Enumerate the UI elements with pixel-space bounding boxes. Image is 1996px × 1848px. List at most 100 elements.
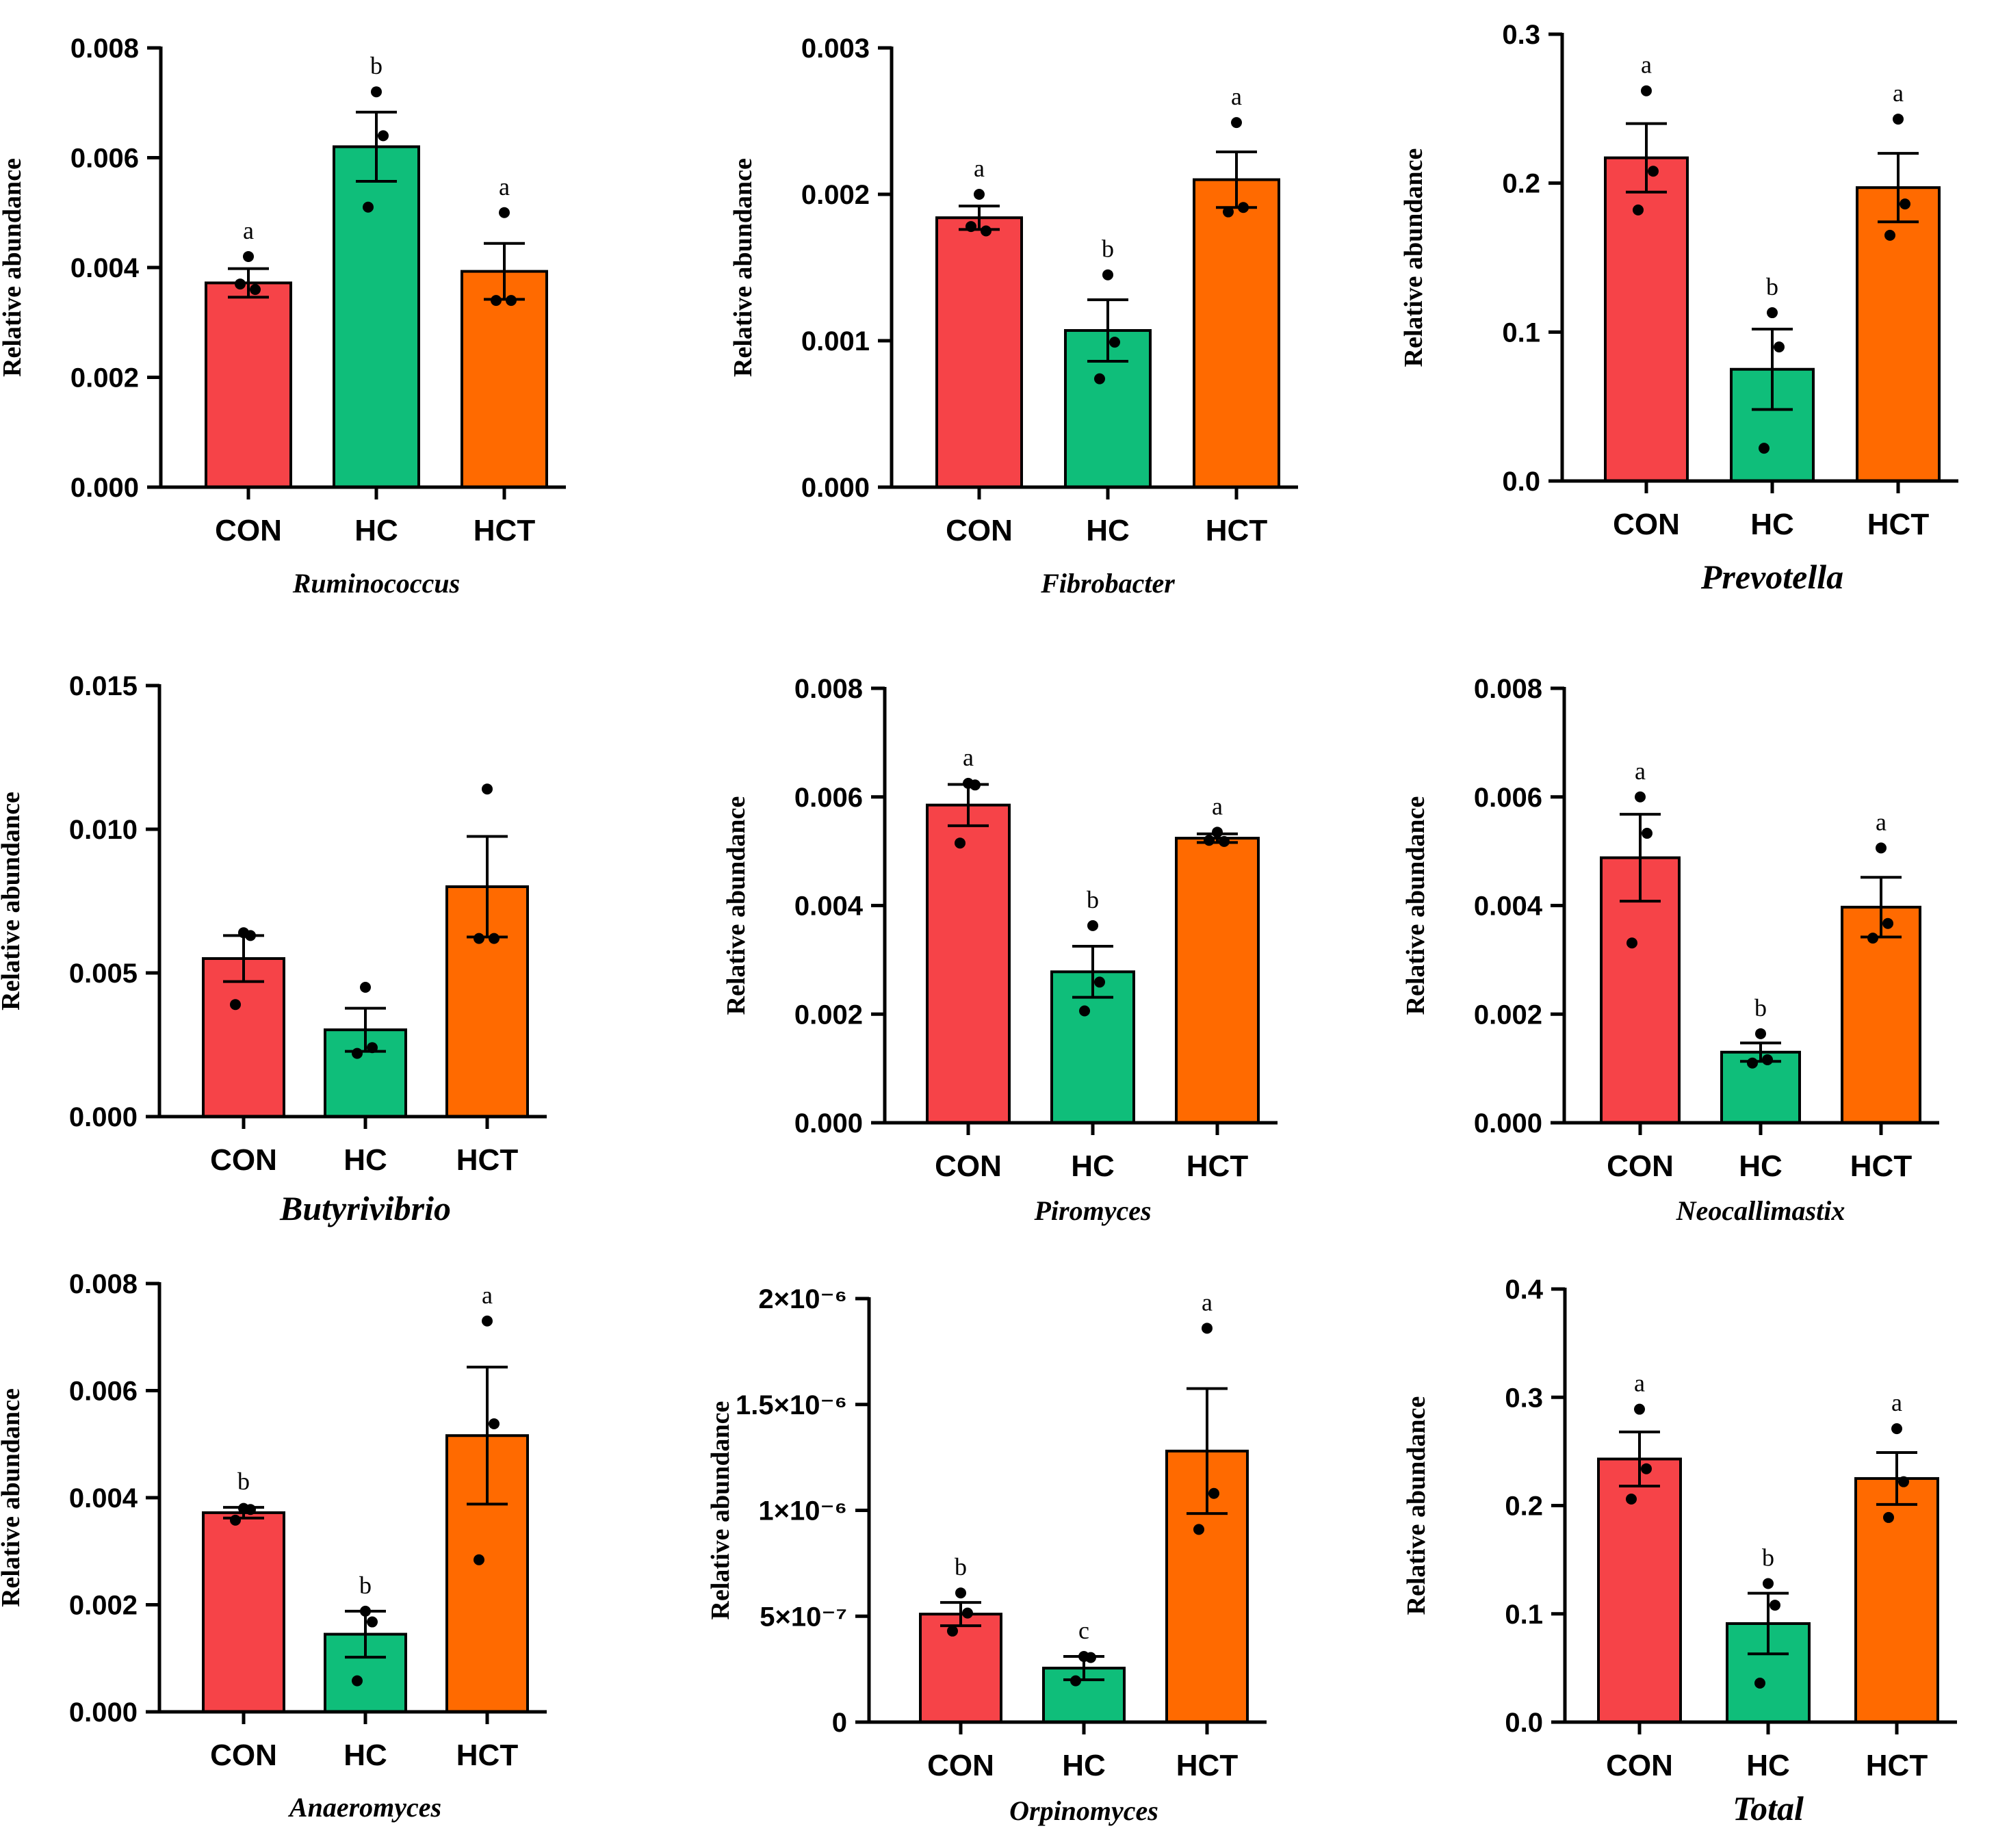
bar-con bbox=[926, 803, 1011, 1124]
chart-title: Ruminococcus bbox=[292, 568, 460, 599]
y-tick-label: 0.006 bbox=[1474, 783, 1542, 813]
y-tick-label: 0.000 bbox=[794, 1108, 863, 1138]
chart-title: Neocallimastix bbox=[1676, 1195, 1845, 1226]
chart-panel: a CON b HC a HCT 0.000 0.002 0.004 0.006 0.008 Rela… bbox=[722, 674, 1278, 1226]
y-tick-label: 0.3 bbox=[1505, 1383, 1543, 1413]
data-point bbox=[363, 201, 374, 213]
y-tick-label: 0.0 bbox=[1505, 1708, 1543, 1738]
category-label: HCT bbox=[474, 514, 536, 547]
data-point bbox=[1898, 1476, 1909, 1487]
category-label: HCT bbox=[1850, 1149, 1913, 1183]
data-point bbox=[1876, 842, 1887, 854]
significance-letter: a bbox=[1202, 1288, 1213, 1316]
category-label: HCT bbox=[456, 1143, 519, 1177]
y-tick-label: 0.002 bbox=[69, 1591, 138, 1621]
chart-panel: a CON b HC a HCT 0.000 0.002 0.004 0.006 0.008 Rela… bbox=[1401, 674, 1939, 1226]
category-label: CON bbox=[935, 1149, 1002, 1183]
significance-letter: b bbox=[1754, 994, 1767, 1021]
data-point bbox=[360, 1605, 371, 1617]
data-point bbox=[1208, 1487, 1219, 1499]
category-label: HC bbox=[1086, 514, 1130, 547]
chart-panel: a CON b HC a HCT 0.0 0.1 0.2 0.3 Relative abundanc… bbox=[1399, 20, 1958, 596]
data-point bbox=[1770, 1600, 1780, 1611]
data-point bbox=[1759, 443, 1770, 454]
significance-letter: a bbox=[482, 1281, 493, 1309]
significance-letter: a bbox=[974, 155, 985, 182]
y-tick-label: 0.002 bbox=[1474, 1000, 1542, 1030]
significance-letter: a bbox=[1876, 808, 1887, 835]
data-point bbox=[1202, 1323, 1213, 1334]
bar-hc bbox=[333, 145, 420, 489]
data-point bbox=[491, 295, 502, 307]
data-point bbox=[974, 189, 985, 200]
category-label: HC bbox=[344, 1739, 387, 1772]
category-label: HC bbox=[1739, 1149, 1783, 1183]
data-point bbox=[1754, 1678, 1765, 1689]
y-tick-label: 0.0 bbox=[1502, 467, 1540, 497]
y-axis-label: Relative abundance bbox=[1402, 1396, 1431, 1615]
chart-title: Piromyces bbox=[1033, 1195, 1151, 1226]
y-tick-label: 0.002 bbox=[801, 180, 870, 210]
category-label: CON bbox=[1607, 1149, 1674, 1183]
y-axis-label: Relative abundance bbox=[0, 792, 25, 1011]
significance-letter: b bbox=[1762, 1544, 1774, 1571]
significance-letter: a bbox=[1635, 757, 1646, 785]
category-label: HC bbox=[1750, 508, 1794, 541]
data-point bbox=[489, 933, 500, 944]
category-label: CON bbox=[210, 1739, 277, 1772]
category-label: HC bbox=[1062, 1749, 1106, 1782]
bar-con bbox=[935, 216, 1023, 489]
category-label: HC bbox=[1746, 1749, 1790, 1782]
chart-title: Total bbox=[1733, 1789, 1804, 1827]
data-point bbox=[482, 783, 493, 795]
data-point bbox=[1648, 166, 1659, 177]
data-point bbox=[1109, 337, 1120, 348]
significance-letter: a bbox=[1641, 51, 1652, 79]
data-point bbox=[1900, 198, 1910, 210]
bar-con bbox=[205, 281, 292, 489]
bar-con bbox=[202, 957, 285, 1118]
y-tick-label: 0.004 bbox=[69, 1483, 138, 1513]
category-label: CON bbox=[946, 514, 1013, 547]
y-tick-label: 0.000 bbox=[1474, 1108, 1542, 1138]
chart-panel: b CON b HC a HCT 0.000 0.002 0.004 0.006 0.008 Rela… bbox=[0, 1269, 547, 1823]
chart-panel: a CON b HC a HCT 0.000 0.002 0.004 0.006 0.008 Rela… bbox=[0, 34, 566, 599]
chart-title: Butyrivibrio bbox=[279, 1189, 451, 1227]
data-point bbox=[352, 1047, 363, 1059]
data-point bbox=[1642, 827, 1652, 839]
y-tick-label: 0.000 bbox=[70, 473, 139, 503]
bar-con bbox=[1604, 156, 1689, 482]
category-label: HC bbox=[1071, 1149, 1115, 1183]
category-label: HCT bbox=[1866, 1749, 1928, 1782]
significance-letter: b bbox=[955, 1553, 967, 1580]
data-point bbox=[1634, 1403, 1645, 1415]
data-point bbox=[947, 1625, 958, 1637]
chart-title: Anaeromyces bbox=[287, 1792, 441, 1823]
significance-letter: a bbox=[1212, 792, 1223, 820]
category-label: HC bbox=[354, 514, 398, 547]
significance-letter: b bbox=[1087, 886, 1099, 913]
significance-letter: b bbox=[370, 52, 383, 79]
data-point bbox=[1893, 114, 1904, 125]
data-point bbox=[955, 837, 965, 849]
significance-letter: a bbox=[499, 173, 510, 200]
data-point bbox=[367, 1042, 378, 1054]
significance-letter: a bbox=[1634, 1370, 1645, 1397]
data-point bbox=[1882, 918, 1893, 929]
data-point bbox=[352, 1675, 363, 1687]
data-point bbox=[506, 295, 517, 307]
data-point bbox=[1767, 307, 1778, 319]
y-axis-label: Relative abundance bbox=[1401, 796, 1430, 1015]
chart-panel: CON HC HCT 0.000 0.005 0.010 0.015 Relative abu… bbox=[0, 671, 547, 1227]
y-axis-label: Relative abundance bbox=[729, 158, 757, 377]
y-axis-label: Relative abundance bbox=[706, 1401, 735, 1620]
data-point bbox=[962, 1607, 973, 1619]
significance-letter: b bbox=[1766, 273, 1778, 300]
data-point bbox=[1891, 1423, 1902, 1435]
chart-panel: a CON b HC a HCT 0.0 0.1 0.2 0.3 0.4 Relative abund… bbox=[1402, 1275, 1957, 1827]
data-point bbox=[235, 278, 246, 290]
y-tick-label: 0 bbox=[832, 1708, 847, 1738]
data-point bbox=[1763, 1578, 1774, 1589]
data-point bbox=[1094, 976, 1105, 988]
y-tick-label: 0.004 bbox=[1474, 892, 1543, 922]
